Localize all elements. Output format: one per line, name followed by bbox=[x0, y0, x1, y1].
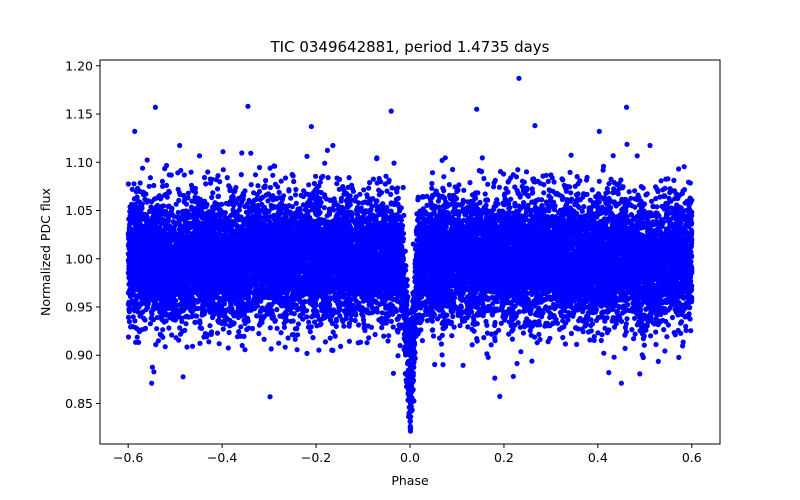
data-point bbox=[389, 185, 395, 191]
data-point bbox=[220, 167, 226, 173]
data-point bbox=[327, 335, 333, 341]
data-point bbox=[201, 174, 208, 181]
data-point bbox=[606, 370, 612, 376]
data-point bbox=[361, 298, 367, 304]
data-point bbox=[410, 241, 416, 247]
data-point bbox=[336, 186, 342, 192]
data-point bbox=[334, 181, 340, 187]
data-point bbox=[540, 173, 546, 179]
data-point bbox=[305, 324, 311, 330]
data-point bbox=[126, 319, 132, 325]
data-point bbox=[356, 322, 362, 328]
chart-title: TIC 0349642881, period 1.4735 days bbox=[269, 38, 549, 56]
data-point bbox=[568, 152, 574, 158]
data-point bbox=[667, 186, 673, 192]
data-point bbox=[185, 190, 191, 196]
data-point bbox=[325, 175, 331, 181]
data-point bbox=[622, 332, 628, 338]
data-point bbox=[147, 175, 153, 181]
data-point bbox=[274, 307, 280, 313]
data-point bbox=[352, 317, 358, 324]
data-point bbox=[291, 332, 297, 338]
data-point bbox=[492, 375, 498, 381]
data-point bbox=[338, 343, 344, 349]
data-point bbox=[292, 336, 298, 342]
data-point bbox=[601, 350, 607, 356]
data-point bbox=[631, 336, 637, 342]
data-point bbox=[267, 184, 273, 191]
data-point bbox=[653, 329, 659, 335]
data-point bbox=[341, 323, 347, 329]
data-point bbox=[372, 331, 378, 338]
data-point bbox=[469, 342, 475, 348]
data-point bbox=[671, 188, 678, 194]
data-point bbox=[591, 334, 597, 340]
data-point bbox=[144, 157, 150, 163]
data-point bbox=[189, 343, 196, 349]
data-point bbox=[429, 180, 435, 187]
data-point bbox=[131, 181, 137, 187]
data-point bbox=[669, 314, 676, 321]
data-point bbox=[429, 185, 435, 191]
data-point bbox=[632, 188, 638, 194]
data-point bbox=[589, 187, 595, 193]
data-point bbox=[629, 327, 635, 333]
data-point bbox=[484, 351, 490, 357]
data-point bbox=[209, 194, 215, 200]
data-point bbox=[177, 142, 183, 149]
data-point bbox=[306, 319, 312, 325]
data-point bbox=[142, 317, 148, 323]
data-point bbox=[608, 176, 614, 182]
data-point bbox=[641, 342, 647, 348]
data-point bbox=[288, 195, 294, 201]
data-point bbox=[226, 329, 232, 336]
data-point bbox=[637, 371, 643, 377]
data-point bbox=[238, 172, 244, 178]
data-point bbox=[291, 178, 297, 185]
data-point bbox=[488, 342, 494, 348]
data-point bbox=[155, 338, 161, 344]
data-point bbox=[366, 185, 372, 191]
scatter-points bbox=[125, 75, 695, 434]
data-point bbox=[311, 180, 317, 187]
data-point bbox=[536, 331, 542, 337]
data-point bbox=[622, 345, 628, 351]
data-point bbox=[676, 166, 682, 172]
data-point bbox=[348, 317, 354, 323]
data-point bbox=[125, 314, 132, 320]
data-point bbox=[316, 347, 322, 353]
data-point bbox=[606, 181, 612, 187]
data-point bbox=[383, 173, 389, 179]
data-point bbox=[667, 189, 673, 196]
data-point bbox=[545, 178, 551, 184]
data-point bbox=[658, 178, 664, 184]
data-point bbox=[206, 339, 212, 345]
data-point bbox=[599, 332, 605, 338]
data-point bbox=[664, 334, 670, 340]
data-point bbox=[681, 164, 687, 170]
data-point bbox=[278, 178, 284, 184]
data-point bbox=[252, 172, 259, 178]
data-point bbox=[225, 345, 231, 351]
data-point bbox=[479, 155, 485, 161]
data-point bbox=[330, 347, 336, 353]
data-point bbox=[624, 141, 630, 147]
data-point bbox=[282, 344, 288, 350]
data-point bbox=[367, 180, 373, 186]
data-point bbox=[239, 342, 245, 349]
data-point bbox=[295, 332, 301, 338]
data-point bbox=[632, 331, 638, 337]
data-point bbox=[687, 180, 693, 186]
data-point bbox=[541, 182, 547, 188]
data-point bbox=[460, 362, 466, 368]
data-point bbox=[449, 333, 455, 339]
data-point bbox=[295, 321, 301, 327]
data-point bbox=[304, 350, 310, 356]
data-point bbox=[496, 184, 502, 190]
data-point bbox=[292, 192, 299, 198]
